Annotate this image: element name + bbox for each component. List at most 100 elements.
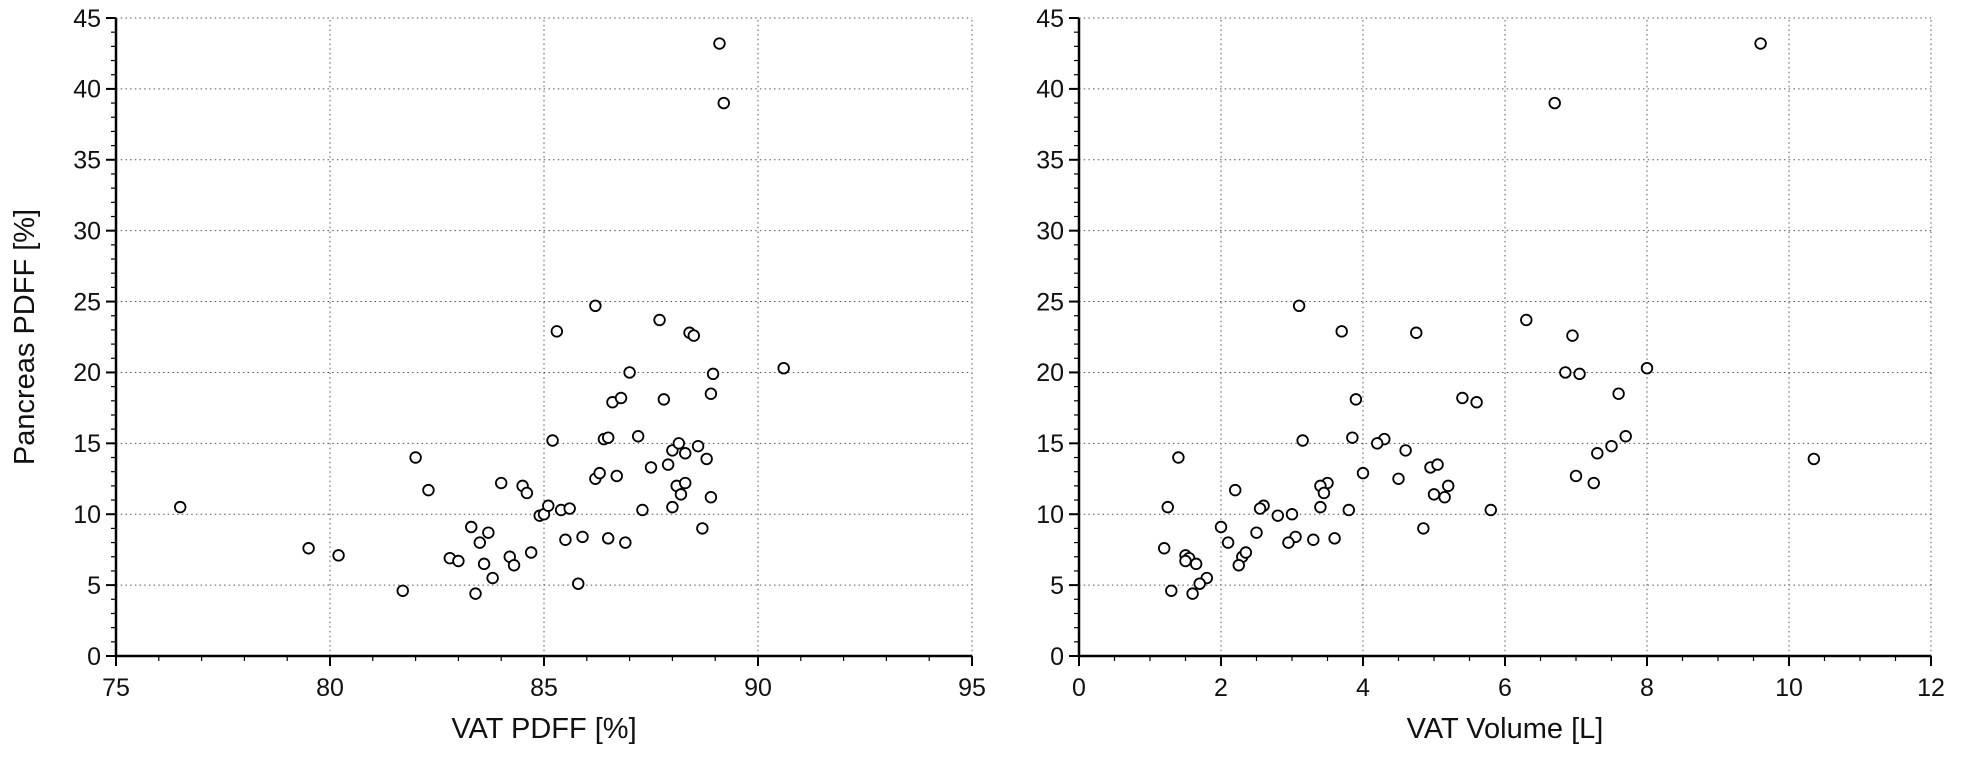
data-point bbox=[1587, 476, 1600, 490]
data-point bbox=[576, 530, 589, 544]
y-tick-label: 30 bbox=[1036, 217, 1064, 245]
data-point bbox=[469, 587, 482, 600]
x-axis-title: VAT Volume [L] bbox=[1407, 713, 1604, 745]
x-tick-label: 2 bbox=[1214, 674, 1228, 702]
x-tick-label: 12 bbox=[1917, 674, 1945, 702]
data-point bbox=[572, 577, 585, 590]
data-point bbox=[704, 387, 718, 400]
data-point bbox=[542, 499, 555, 512]
data-point bbox=[1285, 508, 1299, 521]
left-chart-panel: 75 80 85 90 95 0 5 10 15 20 25 30 35 40 45 VAT PDFF [%]… bbox=[9, 5, 986, 745]
data-point bbox=[1296, 434, 1309, 447]
data-point bbox=[1438, 491, 1451, 504]
y-axis-title: Pancreas PDFF [%] bbox=[9, 209, 41, 465]
data-point bbox=[777, 361, 790, 375]
data-point bbox=[1214, 520, 1228, 534]
data-point bbox=[559, 533, 572, 546]
data-point bbox=[636, 503, 649, 517]
x-tick-label: 0 bbox=[1072, 674, 1086, 702]
data-point bbox=[1161, 500, 1174, 514]
data-point bbox=[486, 571, 499, 585]
x-tick-label: 95 bbox=[958, 674, 986, 702]
data-point bbox=[679, 447, 692, 460]
data-point bbox=[661, 458, 675, 471]
data-point bbox=[1548, 96, 1561, 110]
y-tick-label: 20 bbox=[1036, 359, 1064, 387]
data-point bbox=[1317, 486, 1331, 500]
data-point bbox=[593, 466, 606, 480]
data-point bbox=[495, 476, 508, 490]
data-point bbox=[589, 299, 602, 313]
data-point bbox=[477, 557, 491, 571]
data-point bbox=[1619, 430, 1632, 443]
y-tick-label: 45 bbox=[73, 5, 101, 33]
data-point bbox=[1559, 366, 1572, 379]
data-point bbox=[1271, 509, 1285, 522]
data-point bbox=[1591, 447, 1604, 460]
y-tick-label: 0 bbox=[1050, 643, 1064, 671]
x-tick-label: 85 bbox=[530, 674, 558, 702]
x-tick-label: 75 bbox=[102, 674, 130, 702]
data-point bbox=[473, 536, 487, 549]
data-point bbox=[550, 325, 564, 338]
data-point bbox=[1605, 439, 1618, 453]
x-tick-label: 6 bbox=[1498, 674, 1512, 702]
y-tick-label: 15 bbox=[1036, 430, 1064, 458]
data-point bbox=[1520, 313, 1533, 327]
right-chart-panel: 0 2 4 6 8 10 12 0 5 10 15 20 25 30 35 40 45 VAT Volume [L… bbox=[1005, 0, 1979, 771]
data-point bbox=[452, 554, 465, 568]
data-point bbox=[1431, 458, 1444, 471]
data-point bbox=[507, 559, 521, 572]
data-point bbox=[396, 584, 409, 597]
data-point bbox=[666, 500, 679, 514]
data-point bbox=[1566, 329, 1579, 342]
data-point bbox=[717, 96, 730, 110]
data-point bbox=[619, 536, 632, 549]
y-tick-label: 25 bbox=[1036, 288, 1064, 316]
scatter-plot-vat-pdff-vs-pancreas-pdff: 75 80 85 90 95 0 5 10 15 20 25 30 35 40 45 VAT PDFF [%]… bbox=[9, 5, 986, 745]
data-point bbox=[1250, 526, 1263, 539]
data-point bbox=[1640, 361, 1654, 375]
data-point bbox=[1221, 536, 1235, 549]
data-point bbox=[1314, 500, 1327, 514]
data-point bbox=[465, 520, 478, 534]
data-point bbox=[1239, 546, 1253, 559]
data-point bbox=[173, 500, 187, 514]
y-tick-label: 10 bbox=[73, 501, 101, 529]
data-point bbox=[1371, 437, 1384, 450]
data-point bbox=[614, 391, 628, 405]
scatter-plot-vat-volume-vs-pancreas-pdff: 0 2 4 6 8 10 12 0 5 10 15 20 25 30 35 40 45 VAT Volume [L… bbox=[1036, 5, 1945, 745]
y-tick-label: 30 bbox=[73, 217, 101, 245]
data-point bbox=[1282, 536, 1295, 549]
data-point bbox=[706, 367, 720, 381]
data-point bbox=[1165, 584, 1178, 597]
data-point bbox=[1307, 533, 1320, 546]
data-point bbox=[1569, 469, 1583, 483]
data-point bbox=[653, 313, 666, 327]
data-point bbox=[302, 542, 315, 555]
data-point bbox=[546, 434, 559, 447]
y-tick-label: 40 bbox=[73, 76, 101, 104]
data-point bbox=[631, 430, 645, 443]
data-point bbox=[602, 532, 615, 545]
data-point bbox=[1232, 559, 1245, 572]
data-point bbox=[1179, 554, 1192, 568]
data-point bbox=[1410, 326, 1423, 339]
data-point bbox=[1186, 587, 1199, 600]
data-point bbox=[1399, 444, 1412, 457]
data-point bbox=[1417, 522, 1430, 535]
y-tick-label: 20 bbox=[73, 359, 101, 387]
data-point bbox=[1328, 532, 1341, 545]
data-point bbox=[1172, 451, 1185, 464]
data-point bbox=[696, 522, 709, 535]
data-point bbox=[1573, 367, 1586, 381]
data-point bbox=[520, 486, 534, 500]
data-point bbox=[1470, 396, 1483, 409]
data-point bbox=[1807, 452, 1821, 466]
data-point bbox=[687, 329, 701, 342]
data-point bbox=[700, 452, 713, 466]
data-point bbox=[644, 461, 658, 474]
data-point bbox=[332, 549, 345, 562]
x-tick-label: 4 bbox=[1356, 674, 1370, 702]
data-point bbox=[602, 431, 615, 444]
